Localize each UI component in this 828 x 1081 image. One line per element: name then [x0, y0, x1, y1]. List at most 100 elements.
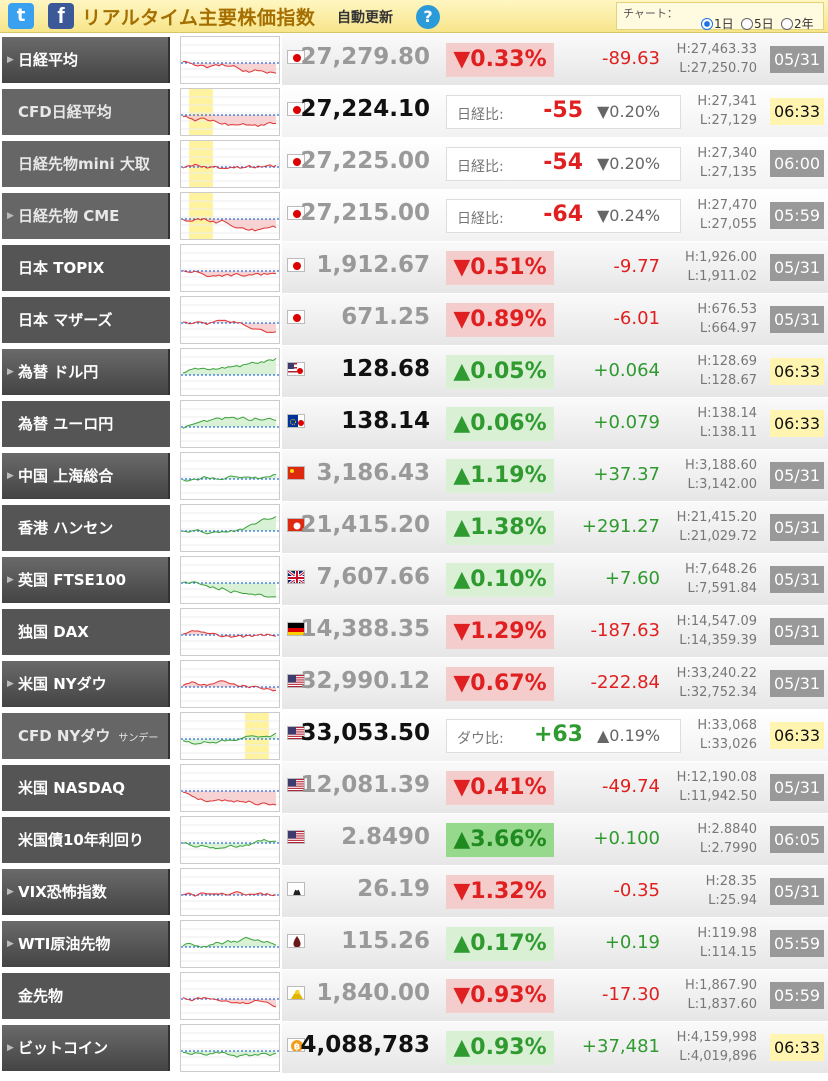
chart-radio-5d[interactable]: 5日 — [741, 15, 774, 32]
table-row[interactable]: ▶ 日経先物 CME 27,215.00 日経比: -64 ▼0.24% H:27… — [0, 190, 828, 242]
table-row[interactable]: ▶ 中国 上海総合 3,186.43 ▲1.19% +37.37 H:3,188.60… — [0, 450, 828, 502]
update-time-badge: 05/31 — [770, 254, 824, 281]
cfd-compare-label: 日経比: — [457, 211, 504, 227]
change-value: -49.74 — [601, 776, 660, 797]
index-name-button[interactable]: 日経先物mini 大取 — [2, 141, 170, 187]
row-background — [282, 970, 828, 1021]
price-value: 1,840.00 — [316, 980, 431, 1006]
table-row[interactable]: ▶ 日経平均 27,279.80 ▼0.33% -89.63 H:27,463.33 … — [0, 34, 828, 86]
twitter-icon[interactable]: t — [8, 3, 34, 29]
flag-jp-icon — [287, 206, 305, 220]
update-time-badge: 05:59 — [770, 202, 824, 229]
index-name-button[interactable]: 日本 マザーズ — [2, 297, 170, 343]
index-name-button[interactable]: 日本 TOPIX — [2, 245, 170, 291]
index-name-button[interactable]: ▶ 米国 NYダウ — [2, 661, 170, 707]
update-time-badge: 05/31 — [770, 566, 824, 593]
intraday-chart[interactable] — [180, 348, 280, 396]
table-row[interactable]: 日本 TOPIX 1,912.67 ▼0.51% -9.77 H:1,926.00 … — [0, 242, 828, 294]
table-row[interactable]: ▶ 米国 NYダウ 32,990.12 ▼0.67% -222.84 H:33,240… — [0, 658, 828, 710]
chart-radio-2y[interactable]: 2年 — [781, 15, 814, 32]
high-value: H:4,159,998 — [676, 1030, 757, 1045]
low-value: L:664.97 — [699, 321, 757, 336]
index-name-button[interactable]: 米国 NASDAQ — [2, 765, 170, 811]
high-low-values: H:7,648.26 L:7,591.84 — [660, 560, 757, 598]
table-row[interactable]: CFD日経平均 27,224.10 日経比: -55 ▼0.20% H:27,3… — [0, 86, 828, 138]
intraday-chart[interactable] — [180, 1024, 280, 1072]
index-name: 日経先物 CME — [18, 207, 120, 225]
update-time-badge: 06:33 — [770, 358, 824, 385]
index-name-button[interactable]: ▶ WTI原油先物 — [2, 921, 170, 967]
index-name-button[interactable]: ▶ VIX恐怖指数 — [2, 869, 170, 915]
index-name-button[interactable]: ▶ 英国 FTSE100 — [2, 557, 170, 603]
table-row[interactable]: 金先物 1,840.00 ▼0.93% -17.30 H:1,867.90 L:1,… — [0, 970, 828, 1022]
table-row[interactable]: ▶ WTI原油先物 115.26 ▲0.17% +0.19 H:119.98 L:11… — [0, 918, 828, 970]
intraday-chart[interactable] — [180, 660, 280, 708]
cfd-diff-value: -55 — [543, 98, 583, 123]
intraday-chart[interactable] — [180, 764, 280, 812]
row-background — [282, 242, 828, 293]
auto-update-label[interactable]: 自動更新 — [337, 10, 393, 26]
intraday-chart[interactable] — [180, 868, 280, 916]
help-icon[interactable]: ? — [416, 5, 440, 29]
change-value: -9.77 — [613, 256, 660, 277]
price-value: 12,081.39 — [300, 772, 431, 798]
index-name-button[interactable]: 香港 ハンセン — [2, 505, 170, 551]
intraday-chart[interactable] — [180, 88, 280, 136]
index-name-button[interactable]: 米国債10年利回り — [2, 817, 170, 863]
index-name-button[interactable]: ▶ 為替 ドル円 — [2, 349, 170, 395]
cfd-diff-value: -54 — [543, 150, 583, 175]
row-background — [282, 866, 828, 917]
index-name-button[interactable]: CFD NYダウ サンデー — [2, 713, 170, 759]
index-name-sub: サンデー — [118, 733, 159, 744]
intraday-chart[interactable] — [180, 400, 280, 448]
intraday-chart[interactable] — [180, 816, 280, 864]
table-row[interactable]: CFD NYダウ サンデー 33,053.50 ダウ比: +63 ▲0.19% H… — [0, 710, 828, 762]
intraday-chart[interactable] — [180, 192, 280, 240]
high-value: H:27,470 — [697, 198, 757, 213]
index-name-button[interactable]: ▶ 日経先物 CME — [2, 193, 170, 239]
index-name-button[interactable]: ▶ ビットコイン — [2, 1025, 170, 1071]
index-name-button[interactable]: 為替 ユーロ円 — [2, 401, 170, 447]
index-name-button[interactable]: ▶ 中国 上海総合 — [2, 453, 170, 499]
cfd-compare-label: ダウ比: — [457, 731, 504, 747]
intraday-chart[interactable] — [180, 504, 280, 552]
intraday-chart[interactable] — [180, 972, 280, 1020]
high-value: H:27,341 — [697, 94, 757, 109]
intraday-chart[interactable] — [180, 244, 280, 292]
change-percent-badge: ▲1.38% — [446, 511, 554, 545]
index-name-button[interactable]: 独国 DAX — [2, 609, 170, 655]
table-row[interactable]: ▶ VIX恐怖指数 26.19 ▼1.32% -0.35 H:28.35 L:25.9… — [0, 866, 828, 918]
table-row[interactable]: 日経先物mini 大取 27,225.00 日経比: -54 ▼0.20% H:… — [0, 138, 828, 190]
table-row[interactable]: 米国 NASDAQ 12,081.39 ▼0.41% -49.74 H:12,190… — [0, 762, 828, 814]
low-value: L:128.67 — [699, 373, 757, 388]
table-row[interactable]: ▶ 英国 FTSE100 7,607.66 ▲0.10% +7.60 H:7,648.… — [0, 554, 828, 606]
price-value: 128.68 — [341, 356, 430, 382]
table-row[interactable]: 為替 ユーロ円 138.14 ▲0.06% +0.079 H:138.14 L:13… — [0, 398, 828, 450]
intraday-chart[interactable] — [180, 140, 280, 188]
change-percent-badge: ▲1.19% — [446, 459, 554, 493]
intraday-chart[interactable] — [180, 608, 280, 656]
index-name-button[interactable]: CFD日経平均 — [2, 89, 170, 135]
high-low-values: H:28.35 L:25.94 — [660, 872, 757, 910]
index-name: 中国 上海総合 — [18, 467, 114, 485]
index-name-button[interactable]: ▶ 日経平均 — [2, 37, 170, 83]
table-row[interactable]: ▶ ビットコイン ฿ 4,088,783 ▲0.93% +37,481 H:4,159,… — [0, 1022, 828, 1074]
facebook-icon[interactable]: f — [48, 3, 74, 29]
table-row[interactable]: 米国債10年利回り 2.8490 ▲3.66% +0.100 H:2.8840 L:… — [0, 814, 828, 866]
intraday-chart[interactable] — [180, 920, 280, 968]
intraday-chart[interactable] — [180, 296, 280, 344]
flag-jp-icon — [287, 50, 305, 64]
table-row[interactable]: 香港 ハンセン 21,415.20 ▲1.38% +291.27 H:21,415.… — [0, 502, 828, 554]
index-name-button[interactable]: 金先物 — [2, 973, 170, 1019]
intraday-chart[interactable] — [180, 556, 280, 604]
table-row[interactable]: 日本 マザーズ 671.25 ▼0.89% -6.01 H:676.53 L:664… — [0, 294, 828, 346]
expand-arrow-icon: ▶ — [7, 575, 14, 585]
intraday-chart[interactable] — [180, 452, 280, 500]
row-background — [282, 658, 828, 709]
intraday-chart[interactable] — [180, 712, 280, 760]
change-percent-badge: ▼0.33% — [446, 43, 554, 77]
chart-radio-1d[interactable]: 1日 — [701, 15, 734, 32]
intraday-chart[interactable] — [180, 36, 280, 84]
table-row[interactable]: ▶ 為替 ドル円 128.68 ▲0.05% +0.064 H:128.69 L:12… — [0, 346, 828, 398]
table-row[interactable]: 独国 DAX 14,388.35 ▼1.29% -187.63 H:14,547.0… — [0, 606, 828, 658]
